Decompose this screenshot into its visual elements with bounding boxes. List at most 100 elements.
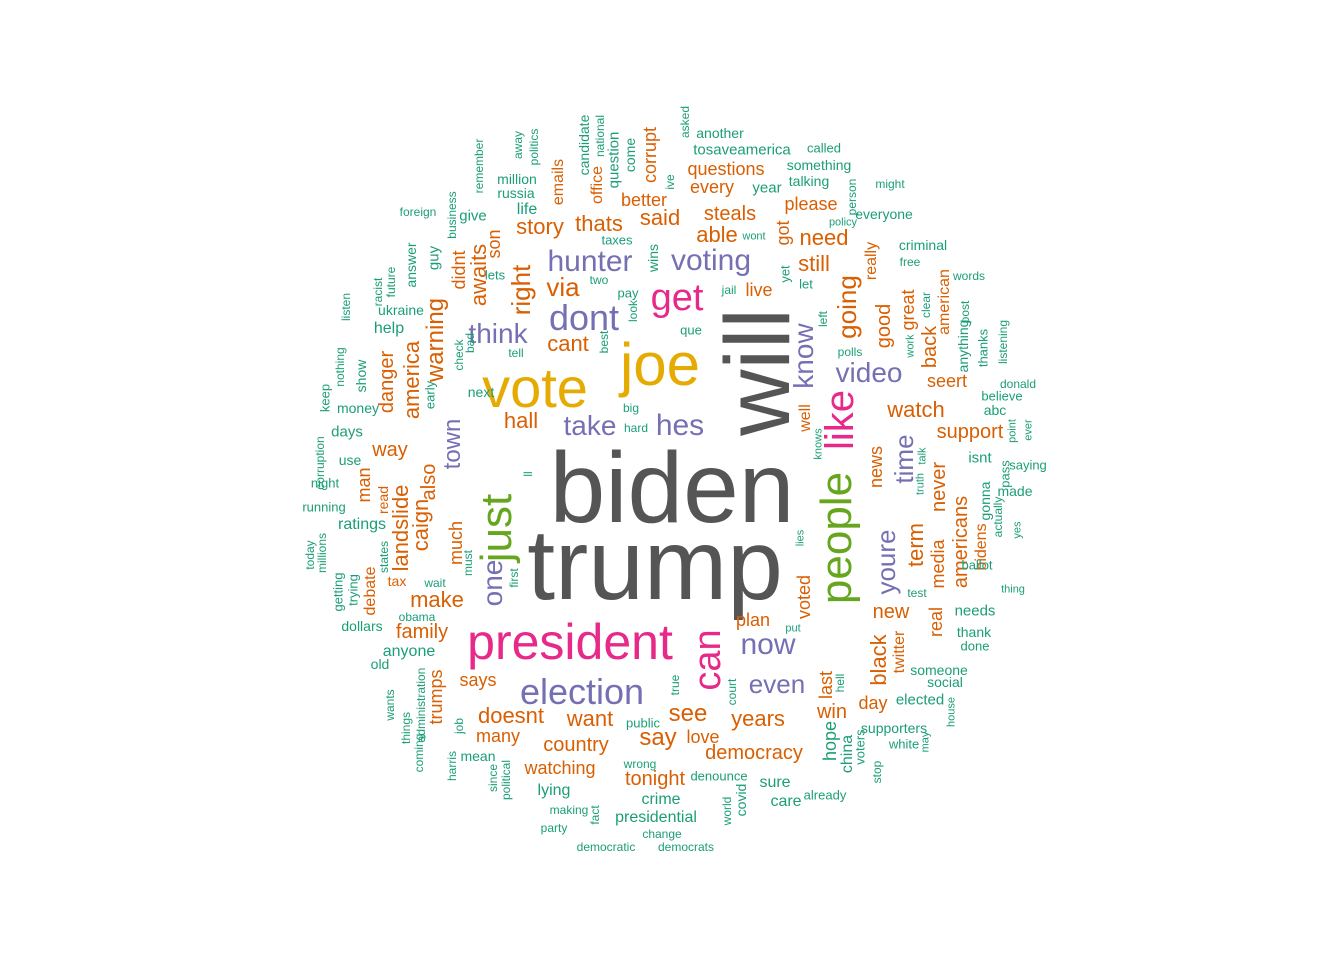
word-16: hes	[655, 409, 705, 442]
word-53: caign	[408, 498, 433, 552]
word-223: polls	[837, 345, 863, 359]
word-117: foreign	[399, 205, 437, 219]
word-184: someone	[910, 662, 968, 678]
word-247: true	[668, 674, 682, 696]
word-90: american	[936, 269, 953, 335]
word-119: wins	[645, 243, 661, 273]
word-4: vote	[482, 356, 588, 419]
word-191: actually	[991, 496, 1005, 538]
word-127: help	[373, 320, 405, 337]
word-173: already	[803, 787, 847, 803]
word-18: take	[563, 410, 617, 441]
word-80: day	[858, 693, 888, 713]
word-0: biden	[549, 432, 795, 544]
word-82: black	[866, 634, 891, 686]
word-34: need	[799, 225, 849, 250]
word-140: getting	[330, 572, 346, 612]
word-115: give	[459, 207, 487, 225]
word-78: win	[816, 701, 848, 723]
word-244: test	[907, 586, 927, 600]
word-51: way	[372, 439, 408, 461]
word-57: family	[395, 621, 449, 643]
word-213: person	[845, 178, 859, 216]
word-195: pass	[997, 460, 1013, 488]
word-145: obama	[398, 610, 436, 624]
word-42: office	[589, 166, 606, 204]
word-33: able	[696, 222, 738, 247]
word-135: night	[310, 475, 340, 491]
word-159: fact	[588, 805, 602, 825]
word-139: millions	[315, 532, 329, 574]
word-163: public	[626, 715, 660, 731]
word-204: anything	[955, 319, 971, 373]
word-3: joe	[619, 331, 701, 398]
word-70: love	[686, 727, 720, 747]
word-101: tosaveamerica	[693, 141, 791, 159]
word-13: hunter	[547, 245, 633, 278]
word-235: big	[622, 401, 640, 415]
word-63: says	[459, 670, 497, 690]
word-73: years	[731, 706, 785, 731]
word-46: warning	[422, 297, 449, 383]
word-95: media	[928, 539, 948, 589]
word-128: show	[353, 359, 369, 393]
word-142: states	[377, 540, 391, 574]
word-39: better	[620, 190, 668, 210]
word-187: needs	[954, 602, 996, 620]
word-116: business	[445, 191, 459, 239]
word-37: questions	[687, 159, 765, 179]
word-106: question	[605, 131, 623, 189]
word-32: steals	[703, 203, 757, 225]
word-5: president	[467, 614, 673, 670]
word-196: isnt	[968, 449, 992, 467]
word-72: tonight	[624, 768, 686, 790]
word-193: made	[997, 483, 1033, 499]
word-87: great	[898, 289, 918, 331]
word-35: still	[798, 251, 830, 276]
word-25: town	[439, 418, 466, 470]
word-164: crime	[641, 791, 681, 808]
word-9: can	[687, 629, 729, 691]
word-20: video	[835, 357, 903, 388]
word-17: think	[468, 318, 528, 349]
word-28: going	[832, 275, 862, 339]
word-170: covid	[733, 783, 749, 817]
word-200: believe	[981, 388, 1023, 404]
word-147: anyone	[382, 643, 436, 660]
word-11: election	[519, 671, 645, 712]
word-217: talking	[788, 173, 830, 189]
word-104: ive	[663, 174, 677, 190]
word-111: away	[511, 130, 525, 160]
word-137: ratings	[337, 516, 387, 533]
word-248: hell	[833, 673, 847, 693]
word-134: use	[338, 452, 362, 468]
word-36: please	[784, 194, 838, 214]
word-144: dollars	[341, 618, 383, 634]
word-146: old	[370, 656, 390, 672]
word-156: political	[499, 759, 513, 801]
word-30: story	[516, 214, 564, 239]
word-224: jail	[721, 283, 737, 297]
word-229: best	[597, 330, 611, 354]
word-10: get	[650, 277, 704, 319]
word-24: one	[477, 559, 508, 607]
word-238: must	[461, 549, 475, 577]
word-149: things	[399, 711, 413, 745]
word-97: americans	[950, 495, 972, 589]
word-203: listening	[996, 319, 1010, 365]
word-189: ballot	[961, 557, 993, 573]
word-221: let	[799, 276, 813, 292]
word-219: wont	[742, 230, 766, 243]
word-94: never	[928, 461, 950, 513]
word-136: running	[302, 499, 346, 515]
word-158: making	[549, 803, 589, 817]
word-19: know	[788, 323, 819, 389]
word-182: house	[945, 697, 958, 727]
word-148: wants	[383, 689, 397, 721]
word-220: yet	[777, 265, 793, 283]
word-54: also	[418, 463, 440, 501]
word-29: thats	[575, 211, 623, 236]
word-123: future	[384, 266, 398, 298]
word-218: year	[752, 179, 782, 197]
